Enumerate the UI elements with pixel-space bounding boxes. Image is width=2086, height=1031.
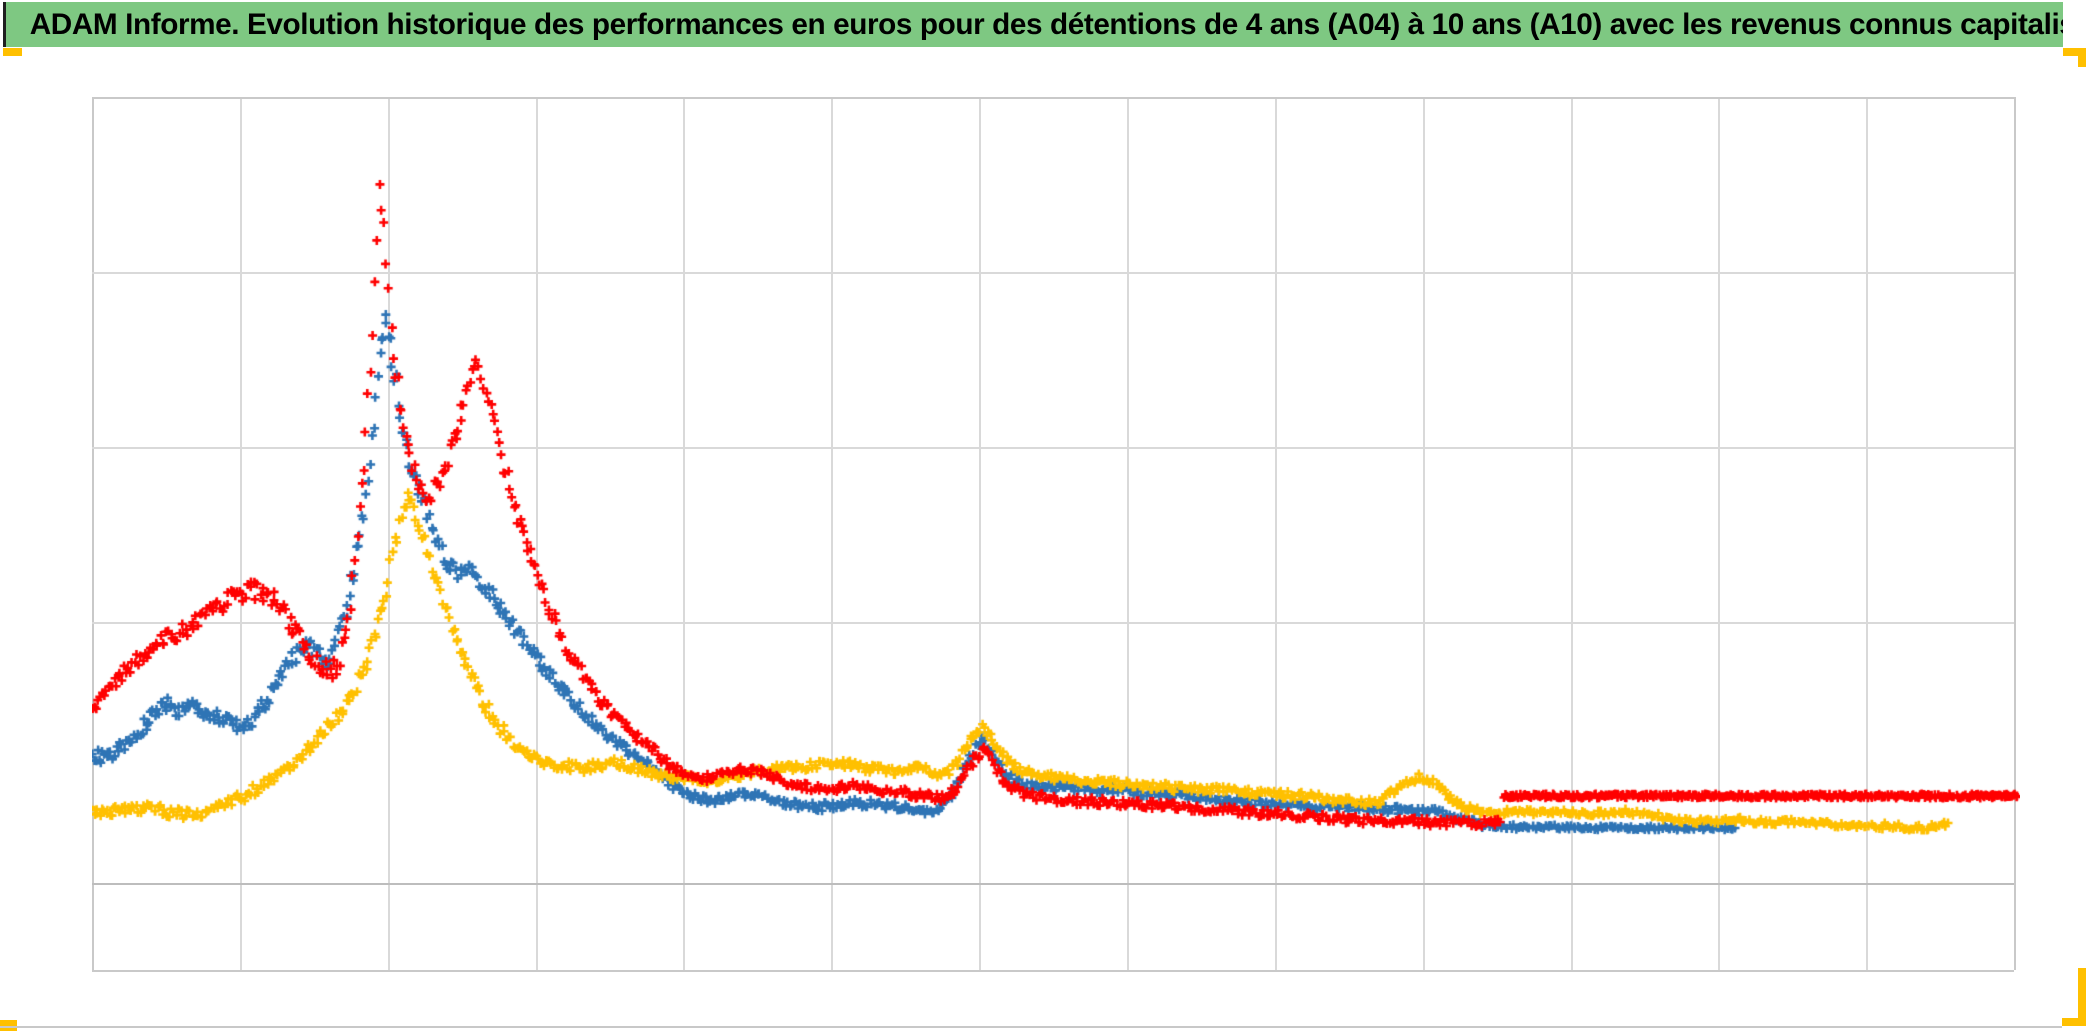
corner-mark-top-right (2078, 48, 2086, 67)
gridline-horizontal (92, 970, 2014, 972)
corner-mark-bottom-left (0, 1020, 17, 1031)
corner-mark-top-right (2063, 48, 2086, 56)
corner-mark-bottom-right (2062, 1018, 2086, 1026)
corner-mark-top-left (3, 48, 22, 56)
bottom-divider (0, 1026, 2062, 1028)
chart-plot-canvas (92, 97, 2020, 970)
title-bar: ADAM Informe. Evolution historique des p… (3, 2, 2063, 47)
chart-area (92, 97, 2020, 972)
page-title: ADAM Informe. Evolution historique des p… (29, 7, 2063, 41)
corner-mark-bottom-right (2078, 968, 2086, 1023)
